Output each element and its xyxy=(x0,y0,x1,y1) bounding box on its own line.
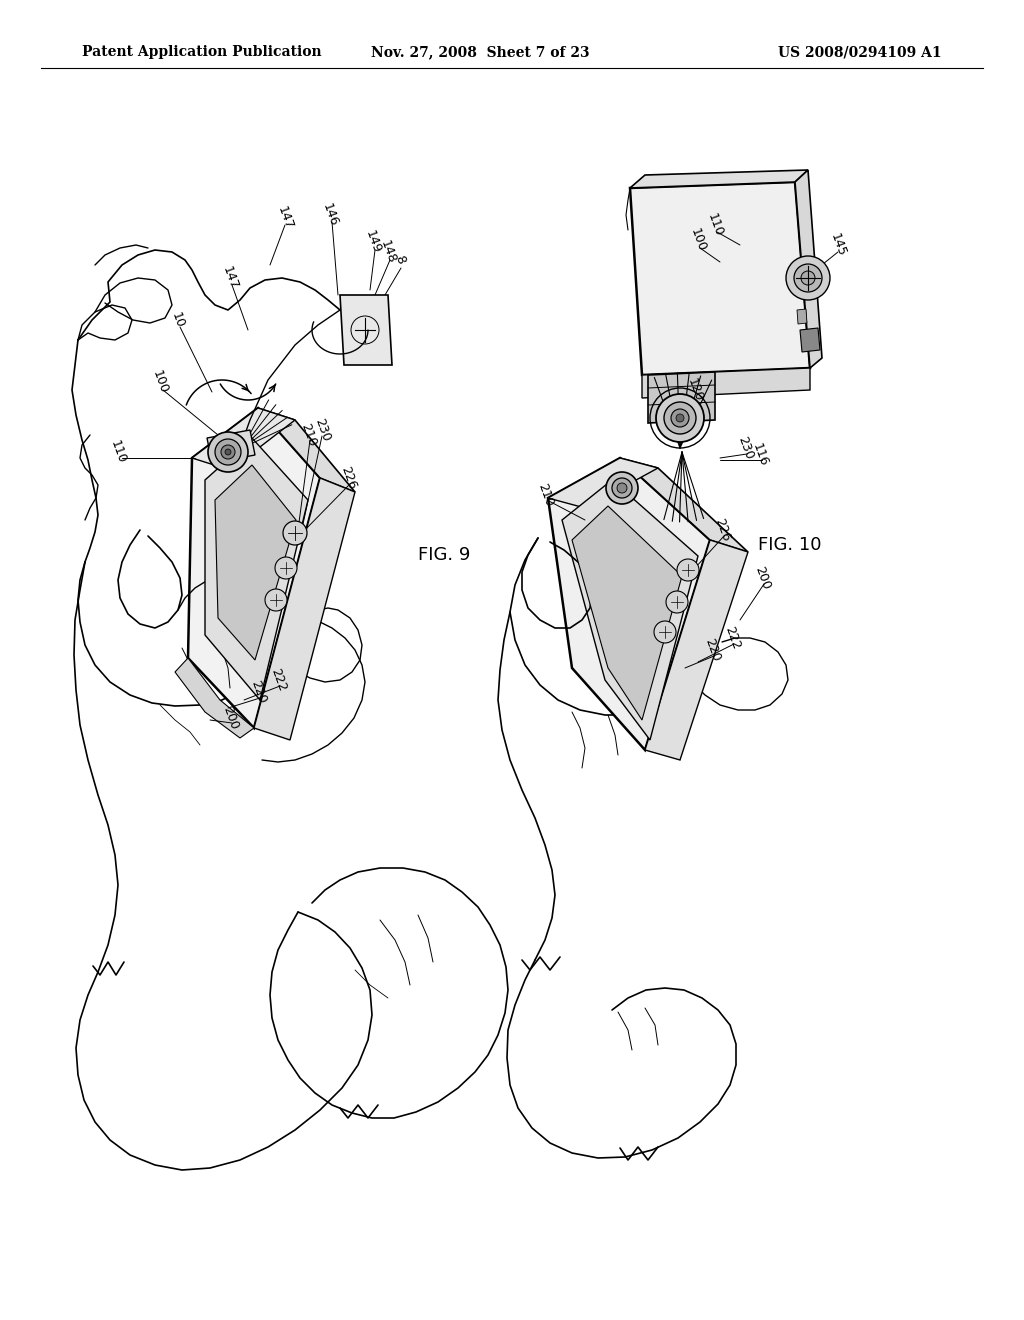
Polygon shape xyxy=(648,372,715,422)
Polygon shape xyxy=(254,478,355,741)
Text: 210: 210 xyxy=(298,421,318,449)
Polygon shape xyxy=(572,506,682,719)
Circle shape xyxy=(656,393,705,442)
Polygon shape xyxy=(205,438,308,700)
Polygon shape xyxy=(548,458,710,750)
Polygon shape xyxy=(193,408,295,470)
Circle shape xyxy=(265,589,287,611)
Polygon shape xyxy=(562,480,698,741)
Text: FIG. 9: FIG. 9 xyxy=(418,546,470,564)
Polygon shape xyxy=(800,327,820,352)
Text: 222: 222 xyxy=(268,667,288,693)
Text: 110: 110 xyxy=(108,438,128,466)
Circle shape xyxy=(208,432,248,473)
Text: 200: 200 xyxy=(752,565,772,591)
Text: 222: 222 xyxy=(722,624,742,651)
Text: 145: 145 xyxy=(827,231,848,259)
Circle shape xyxy=(676,414,684,422)
Text: 200: 200 xyxy=(220,705,241,731)
Polygon shape xyxy=(642,368,810,399)
Polygon shape xyxy=(630,170,808,187)
Text: Nov. 27, 2008  Sheet 7 of 23: Nov. 27, 2008 Sheet 7 of 23 xyxy=(371,45,590,59)
Text: 230: 230 xyxy=(735,434,755,462)
Polygon shape xyxy=(188,408,319,729)
Circle shape xyxy=(794,264,822,292)
Circle shape xyxy=(801,271,815,285)
Circle shape xyxy=(606,473,638,504)
Polygon shape xyxy=(620,458,748,552)
Circle shape xyxy=(617,483,627,492)
Circle shape xyxy=(677,558,699,581)
Text: 120: 120 xyxy=(685,376,706,404)
Text: 147: 147 xyxy=(220,264,241,292)
Polygon shape xyxy=(630,182,810,375)
Text: 220: 220 xyxy=(701,636,722,664)
Circle shape xyxy=(612,478,632,498)
Text: 100: 100 xyxy=(688,227,709,253)
Circle shape xyxy=(671,409,689,426)
Polygon shape xyxy=(258,408,355,492)
Polygon shape xyxy=(207,430,255,463)
Text: 148: 148 xyxy=(378,239,398,265)
Text: Patent Application Publication: Patent Application Publication xyxy=(82,45,322,59)
Polygon shape xyxy=(548,458,658,508)
Text: 146: 146 xyxy=(319,202,340,228)
Polygon shape xyxy=(797,309,807,323)
Text: 220: 220 xyxy=(248,678,268,705)
Circle shape xyxy=(225,449,231,455)
Polygon shape xyxy=(795,170,822,368)
Polygon shape xyxy=(215,465,296,660)
Text: 230: 230 xyxy=(312,417,332,444)
Circle shape xyxy=(786,256,830,300)
Text: 100: 100 xyxy=(150,368,170,396)
Circle shape xyxy=(215,440,241,465)
Text: 110: 110 xyxy=(705,211,725,239)
Polygon shape xyxy=(340,294,392,366)
Circle shape xyxy=(275,557,297,579)
Text: 149: 149 xyxy=(362,228,383,255)
Text: 226: 226 xyxy=(712,516,732,544)
Text: 8: 8 xyxy=(392,253,408,267)
Polygon shape xyxy=(175,657,254,738)
Circle shape xyxy=(654,620,676,643)
Text: 10: 10 xyxy=(169,310,186,330)
Text: 147: 147 xyxy=(274,205,295,231)
Circle shape xyxy=(666,591,688,612)
Circle shape xyxy=(221,445,234,459)
Text: 226: 226 xyxy=(338,465,358,491)
Circle shape xyxy=(664,403,696,434)
Text: US 2008/0294109 A1: US 2008/0294109 A1 xyxy=(778,45,942,59)
Text: 116: 116 xyxy=(750,442,770,469)
Text: FIG. 10: FIG. 10 xyxy=(758,536,821,554)
Circle shape xyxy=(283,521,307,545)
Text: 210: 210 xyxy=(535,482,555,508)
Polygon shape xyxy=(645,540,748,760)
